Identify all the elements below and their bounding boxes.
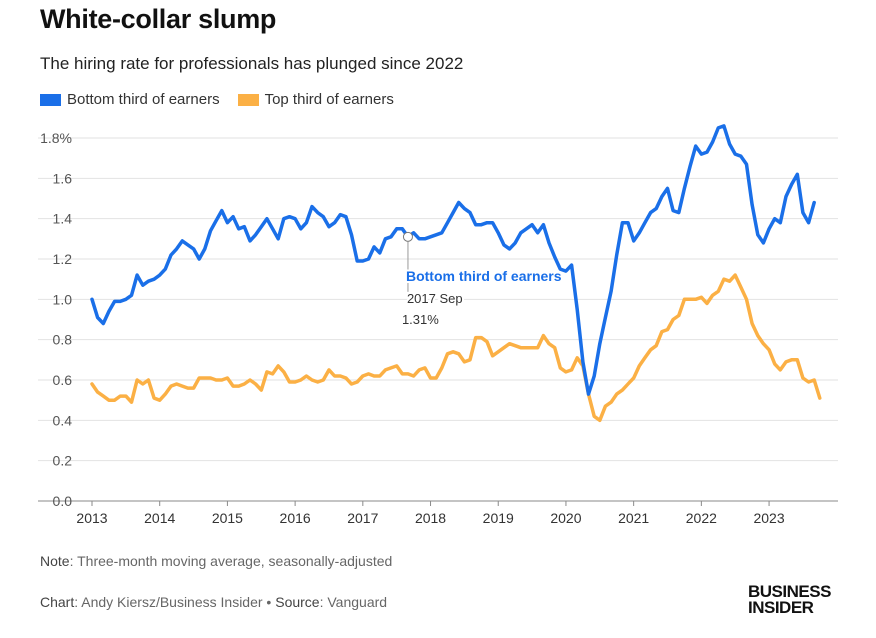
chart-credit-text: : Andy Kiersz/Business Insider <box>74 594 263 610</box>
legend-item-bottom-third[interactable]: Bottom third of earners <box>40 91 220 108</box>
y-tick-label: 0.4 <box>53 412 73 428</box>
y-tick-label: 0.2 <box>53 453 73 469</box>
note-label: Note <box>40 553 70 569</box>
x-tick-label: 2023 <box>753 510 784 526</box>
chart-subtitle: The hiring rate for professionals has pl… <box>40 54 464 73</box>
legend-swatch-bottom-third <box>40 93 61 106</box>
y-tick-label: 1.2 <box>53 251 73 267</box>
x-tick-label: 2014 <box>144 510 175 526</box>
y-tick-label: 1.0 <box>53 291 73 307</box>
logo-line-1: BUSINESS <box>748 582 831 601</box>
x-tick-label: 2018 <box>415 510 446 526</box>
gridlines <box>38 137 838 502</box>
x-tick-label: 2015 <box>212 510 243 526</box>
tooltip-date: 2017 Sep <box>407 291 463 306</box>
legend-swatch-top-third <box>237 93 259 106</box>
business-insider-logo[interactable]: BUSINESS INSIDER <box>748 582 831 617</box>
source-label: Source <box>275 594 320 610</box>
x-axis: 2013 2014 2015 2016 2017 2018 2019 2020 2021 2022… <box>76 501 785 526</box>
x-tick-label: 2013 <box>76 510 107 526</box>
legend: Bottom third of earners Top third of ear… <box>40 91 412 108</box>
y-axis: 0.0 0.2 0.4 0.6 0.8 1.0 1.2 1.4 1.6 1.8% <box>40 130 72 509</box>
tooltip-marker <box>402 231 413 242</box>
x-tick-label: 2016 <box>280 510 311 526</box>
x-tick-label: 2017 <box>347 510 378 526</box>
x-tick-label: 2021 <box>618 510 649 526</box>
logo-line-2: INSIDER <box>748 598 814 617</box>
line-chart: 0.0 0.2 0.4 0.6 0.8 1.0 1.2 1.4 1.6 1.8% 2013 2014… <box>38 124 838 526</box>
chart-note: Note: Three-month moving average, season… <box>40 553 392 569</box>
note-text: : Three-month moving average, seasonally… <box>69 553 393 569</box>
plot-area <box>90 124 822 423</box>
y-tick-label: 0.6 <box>53 372 73 388</box>
chart-title: White-collar slump <box>40 4 277 34</box>
y-tick-label: 1.6 <box>53 170 73 186</box>
legend-label-bottom-third: Bottom third of earners <box>67 91 220 108</box>
x-tick-label: 2020 <box>550 510 581 526</box>
y-tick-label: 0.8 <box>53 332 73 348</box>
legend-item-top-third[interactable]: Top third of earners <box>237 91 394 108</box>
x-tick-label: 2022 <box>686 510 717 526</box>
chart-credit-label: Chart <box>40 594 75 610</box>
tooltip-value: 1.31% <box>402 312 439 327</box>
x-tick-label: 2019 <box>483 510 514 526</box>
y-tick-label: 1.8% <box>40 130 72 146</box>
source-text: : Vanguard <box>319 594 388 610</box>
chart-credit: Chart: Andy Kiersz/Business Insider • So… <box>40 594 387 610</box>
y-tick-label: 0.0 <box>53 493 73 509</box>
series-line-top-third-of-earners[interactable] <box>90 273 822 423</box>
series-line-bottom-third-of-earners[interactable] <box>90 124 816 396</box>
legend-label-top-third: Top third of earners <box>264 91 394 108</box>
hover-tooltip: Bottom third of earners 2017 Sep 1.31% <box>402 231 564 327</box>
credit-bullet: • <box>262 594 276 610</box>
tooltip-series-label: Bottom third of earners <box>406 268 562 284</box>
y-tick-label: 1.4 <box>53 211 73 227</box>
